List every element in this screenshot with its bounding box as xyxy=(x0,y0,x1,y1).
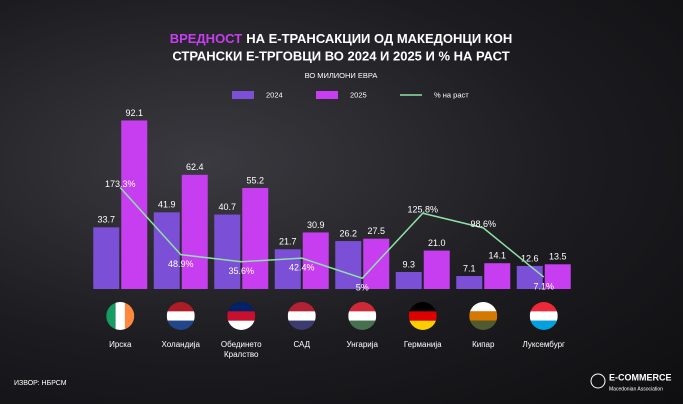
bar xyxy=(423,250,450,289)
growth-label: 5% xyxy=(356,283,369,293)
flag xyxy=(348,302,377,330)
bar xyxy=(274,249,301,289)
growth-label: 125.8% xyxy=(407,205,438,215)
bar xyxy=(456,276,483,289)
logo-tagline: Macedonian Association xyxy=(609,386,663,392)
legend-label: % на раст xyxy=(434,90,469,99)
source: ИЗВОР: НБРСМ xyxy=(14,380,67,387)
flag xyxy=(227,302,256,330)
value-label: 41.9 xyxy=(158,200,176,210)
value-label: 40.7 xyxy=(218,202,236,212)
value-label: 62.4 xyxy=(186,162,204,172)
value-label: 33.7 xyxy=(97,215,115,225)
bar xyxy=(544,264,571,289)
flag xyxy=(287,302,316,330)
value-label: 30.9 xyxy=(307,220,325,230)
legend-swatch xyxy=(316,91,338,99)
logo-icon xyxy=(590,373,606,389)
subtitle: ВО МИЛИОНИ ЕВРА xyxy=(305,71,378,80)
logo-name: E-COMMERCE xyxy=(609,372,672,382)
value-label: 92.1 xyxy=(125,108,143,118)
legend-label: 2025 xyxy=(350,90,367,99)
bar xyxy=(93,227,120,289)
x-tick-label: Холандија xyxy=(161,340,200,349)
bar xyxy=(484,263,511,289)
value-label: 21.0 xyxy=(428,238,446,248)
value-label: 12.6 xyxy=(521,253,539,263)
bar xyxy=(335,241,362,289)
value-label: 21.7 xyxy=(279,237,297,247)
title-part: НА Е-ТРАНСАКЦИИ ОД МАКЕДОНЦИ КОН xyxy=(246,31,512,46)
chart-title: СТРАНСКИ Е-ТРГОВЦИ ВО 2024 И 2025 И % НА… xyxy=(172,48,509,63)
growth-label: 42.4% xyxy=(289,262,315,272)
x-tick-label: Ирска xyxy=(109,340,132,349)
growth-label: 7.1% xyxy=(533,281,554,291)
growth-label: 35.6% xyxy=(228,266,254,276)
legend-label: 2024 xyxy=(266,90,283,99)
value-label: 55.2 xyxy=(246,175,264,185)
bar xyxy=(395,271,422,289)
growth-line xyxy=(119,187,545,280)
x-tick-label: Луксембург xyxy=(522,340,565,349)
value-label: 27.5 xyxy=(367,226,385,236)
legend-swatch xyxy=(232,91,254,99)
bar xyxy=(153,212,180,289)
x-tick-label: Германија xyxy=(403,340,442,349)
value-label: 14.1 xyxy=(488,251,506,261)
x-tick-label: Обединето Кралство xyxy=(220,340,262,359)
flag xyxy=(408,302,437,330)
flag xyxy=(529,302,558,330)
bar xyxy=(302,232,329,289)
value-label: 26.2 xyxy=(339,228,357,238)
x-tick-label: САД xyxy=(293,340,311,349)
value-label: 7.1 xyxy=(463,263,476,273)
growth-label: 173.3% xyxy=(105,179,136,189)
bar xyxy=(181,174,208,289)
growth-label: 48.9% xyxy=(168,259,194,269)
growth-label: 98.6% xyxy=(470,219,496,229)
chart-title: ВРЕДНОСТ НА Е-ТРАНСАКЦИИ ОД МАКЕДОНЦИ КОН xyxy=(170,31,513,46)
bar xyxy=(214,214,241,289)
x-tick-label: Унгарија xyxy=(346,340,378,349)
flag xyxy=(106,302,135,330)
value-label: 9.3 xyxy=(402,259,415,269)
title-highlight: ВРЕДНОСТ xyxy=(170,31,243,46)
x-tick-label: Кипар xyxy=(472,340,495,349)
flag xyxy=(469,302,498,330)
value-label: 13.5 xyxy=(549,252,567,262)
bar xyxy=(242,187,269,289)
bar xyxy=(121,120,148,289)
flag xyxy=(166,302,195,330)
